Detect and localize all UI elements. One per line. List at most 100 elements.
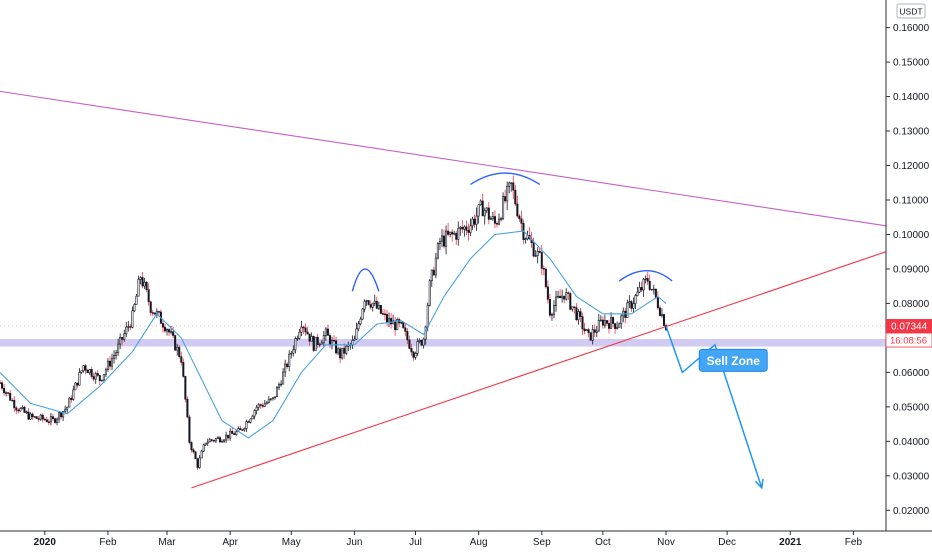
sell-zone-label[interactable]: Sell Zone: [707, 354, 761, 368]
candle-body: [624, 310, 627, 318]
candle-body: [27, 411, 30, 420]
candle: [318, 342, 321, 348]
candle-body: [550, 314, 553, 316]
candle-body: [273, 396, 276, 398]
pattern-arc[interactable]: [470, 172, 541, 186]
candle-body: [646, 278, 649, 282]
candle-body: [64, 408, 67, 412]
candle-body: [471, 218, 474, 227]
candle: [520, 210, 523, 232]
candle: [510, 182, 513, 192]
candle: [56, 417, 59, 426]
candle: [117, 338, 120, 356]
candle-body: [21, 406, 24, 409]
candle-body: [508, 182, 511, 187]
candle-body: [119, 336, 122, 345]
candle: [194, 450, 197, 460]
candle-body: [184, 376, 187, 400]
pattern-arc[interactable]: [351, 268, 380, 292]
candle: [379, 304, 382, 315]
candle: [239, 425, 242, 430]
price-tick-label: 0.14000: [893, 92, 930, 103]
candle: [508, 181, 511, 194]
candle-body: [290, 352, 293, 355]
moving-average-line[interactable]: [0, 230, 667, 439]
pattern-arc[interactable]: [618, 269, 673, 282]
candle-body: [170, 331, 173, 333]
candle-body: [104, 369, 107, 375]
candle: [610, 312, 613, 329]
candle-body: [656, 297, 659, 309]
candle: [500, 216, 503, 222]
projection-arrowhead: [754, 478, 764, 490]
price-tick-label: 0.11000: [893, 195, 929, 206]
candle: [438, 237, 441, 251]
candle-body: [583, 328, 586, 332]
candle: [168, 328, 171, 336]
candle: [13, 396, 16, 412]
candle: [381, 309, 384, 316]
support-zone[interactable]: [0, 338, 886, 347]
candle: [345, 345, 348, 356]
candle: [288, 350, 291, 372]
candle: [45, 416, 48, 423]
time-tick-label: Mar: [158, 537, 176, 548]
candle-body: [318, 343, 321, 346]
candle: [449, 231, 452, 238]
candle: [184, 375, 187, 403]
candle-body: [322, 335, 325, 344]
candle-body: [506, 186, 509, 202]
candle-body: [479, 200, 482, 206]
candle-body: [561, 295, 564, 299]
candle-body: [214, 438, 217, 442]
candle: [544, 267, 547, 289]
candle: [524, 237, 527, 244]
candle-body: [304, 327, 307, 333]
candle-body: [557, 295, 560, 298]
candle: [638, 281, 641, 294]
candle-body: [628, 301, 631, 304]
price-tick-label: 0.03000: [893, 471, 930, 482]
descending-trendline[interactable]: [0, 90, 887, 227]
candle: [151, 309, 154, 317]
candle-body: [385, 314, 389, 323]
candle: [74, 382, 77, 391]
candle-body: [396, 319, 399, 331]
candle: [176, 343, 179, 356]
candle-body: [487, 207, 490, 220]
candle: [363, 299, 366, 313]
projection-path[interactable]: [665, 325, 763, 489]
countdown-label: 16:08:56: [890, 336, 927, 347]
candle: [555, 290, 558, 312]
candle: [308, 333, 311, 346]
candle: [534, 250, 537, 258]
candle-body: [601, 319, 604, 326]
currency-badge[interactable]: [896, 3, 926, 19]
candle-body: [443, 235, 446, 247]
candle: [255, 404, 258, 415]
candle: [251, 414, 254, 420]
candle: [76, 382, 79, 388]
candle: [471, 216, 474, 230]
candle: [188, 414, 191, 445]
candle-body: [145, 282, 148, 291]
candle-body: [220, 441, 224, 443]
candle: [163, 323, 166, 333]
candle: [72, 385, 75, 401]
candle-body: [504, 196, 507, 202]
candle: [108, 356, 111, 370]
candle-body: [76, 382, 79, 386]
ascending-trendline[interactable]: [191, 251, 887, 489]
candle-body: [516, 203, 519, 217]
sell-zone-label-box[interactable]: [698, 348, 768, 372]
candle: [21, 405, 24, 410]
price-tick-label: 0.09000: [893, 264, 930, 275]
candle-body: [180, 356, 183, 363]
candle-body: [259, 404, 262, 406]
candle: [1, 380, 4, 391]
candle: [90, 366, 93, 379]
candle: [227, 434, 230, 441]
candle: [632, 297, 635, 314]
candle-body: [520, 218, 523, 224]
